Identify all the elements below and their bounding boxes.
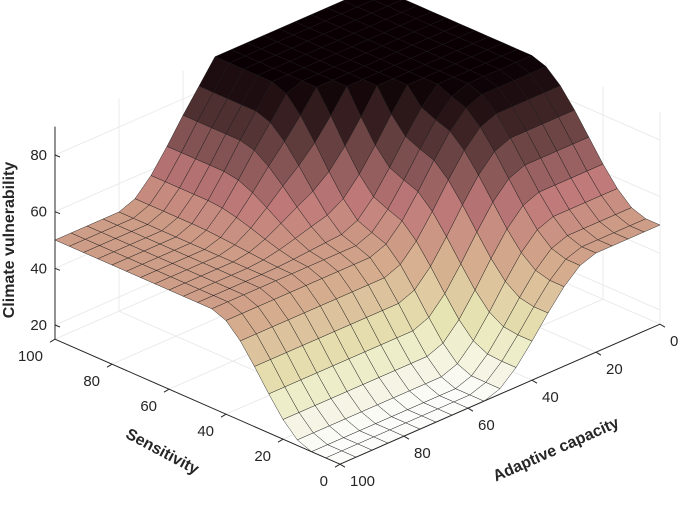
adaptive-capacity-axis-label: Adaptive capacity [491,414,622,485]
adaptive-tick-label: 80 [414,445,431,462]
adaptive-tick-mark [339,463,346,468]
adaptive-tick-mark [403,435,410,440]
adaptive-tick-label: 100 [350,473,375,490]
sensitivity-tick-mark [163,388,170,393]
sensitivity-tick-label: 40 [197,423,214,440]
sensitivity-tick-label: 80 [83,373,100,390]
adaptive-tick-mark [531,379,538,384]
sensitivity-tick-label: 60 [140,398,157,415]
sensitivity-tick-mark [277,438,284,443]
axes [49,126,666,468]
adaptive-axis-line [339,323,661,465]
z-tick-label: 20 [30,317,47,334]
sensitivity-axis-label: Sensitivity [123,426,202,479]
adaptive-tick-mark [595,351,602,356]
z-tick-mark [54,154,61,158]
sensitivity-tick-label: 100 [18,348,43,365]
z-axis-label: Climate vulnerability [1,162,18,319]
sensitivity-tick-label: 20 [254,448,271,465]
z-tick-mark [54,211,61,215]
sensitivity-tick-label: 0 [320,473,328,490]
sensitivity-tick-mark [49,338,56,343]
sensitivity-tick-mark [106,363,113,368]
z-tick-label: 60 [30,204,47,221]
tick-labels: 20 40 60 80 0 20 40 60 80 100 0 20 40 60 80 100 [18,147,678,490]
adaptive-tick-mark [659,323,666,328]
adaptive-tick-label: 20 [606,361,623,378]
adaptive-tick-mark [467,407,474,412]
surface-plot [54,0,661,465]
z-tick-label: 80 [30,147,47,164]
sensitivity-tick-mark [220,413,227,418]
sensitivity-tick-mark [334,463,341,468]
adaptive-tick-label: 40 [542,389,559,406]
sensitivity-axis-line [54,338,341,465]
adaptive-tick-label: 60 [478,417,495,434]
z-tick-mark [54,267,61,271]
z-tick-label: 40 [30,260,47,277]
adaptive-tick-label: 0 [670,333,678,350]
z-tick-mark [54,324,61,328]
